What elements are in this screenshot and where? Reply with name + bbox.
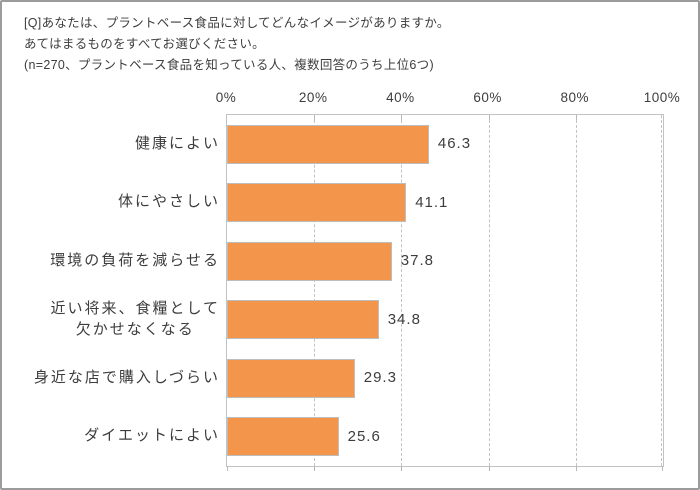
bar-row: 34.8 [227,291,663,350]
bar [227,124,429,164]
chart-title-line-3: (n=270、プラントベース食品を知っている人、複数回答のうち上位6つ) [24,58,434,72]
category-label: 近い将来、食糧として 欠かせなくなる [50,299,220,338]
bar [227,241,392,281]
category-label: 環境の負荷を減らせる [50,251,220,269]
axis-tick-mark [488,115,490,120]
axis-tick-mark [401,115,403,120]
bar-value-label: 37.8 [400,252,434,269]
bar-row: 46.3 [227,115,663,174]
x-axis-tick-label: 80% [560,90,590,105]
category-label: ダイエットによい [84,427,220,445]
plot-area: 46.3 41.1 37.8 34.8 29.3 25.6 [226,114,664,471]
bar [227,417,339,456]
gridline [575,115,577,466]
x-axis-tick-label: 100% [643,90,681,105]
bar-row: 25.6 [227,408,663,467]
chart-title: [Q]あなたは、プラントベース食品に対してどんなイメージがありますか。 あてはま… [24,13,450,76]
x-axis-tick-label: 20% [298,90,328,105]
bar-value-label: 34.8 [387,310,421,328]
axis-tick-mark [227,466,228,471]
x-axis-tick-label: 0% [215,90,237,105]
gridline [401,115,403,466]
chart-title-line-2: あてはまるものをすべてお選びください。 [24,37,265,51]
bar [227,183,407,222]
axis-tick-mark [314,466,316,471]
x-axis-tick-label: 40% [386,90,415,105]
category-axis: 健康によい体にやさしい環境の負荷を減らせる近い将来、食糧として 欠かせなくなる身… [16,114,220,465]
category-label: 健康によい [134,134,220,152]
axis-tick-mark [575,115,577,120]
axis-tick-mark [314,115,316,120]
bar-row: 37.8 [227,232,663,291]
bar-value-label: 41.1 [415,193,449,211]
chart-title-line-1: [Q]あなたは、プラントベース食品に対してどんなイメージがありますか。 [24,16,450,30]
category-label: 身近な店で購入しづらい [33,368,220,386]
axis-tick-mark [575,466,577,471]
x-axis: 0% 20% 40% 60% 80% 100% [216,90,680,106]
bar-rows: 46.3 41.1 37.8 34.8 29.3 25.6 [227,115,663,466]
x-axis-tick-label: 60% [473,90,502,105]
bar-value-label: 46.3 [437,135,472,152]
category-label: 体にやさしい [117,193,220,211]
axis-tick-mark [401,466,403,471]
axis-tick-mark [488,466,490,471]
bar-row: 41.1 [227,174,663,233]
gridline [661,115,662,466]
gridline [488,115,490,466]
bar-value-label: 25.6 [347,427,381,445]
bar [227,300,379,339]
bar-row: 29.3 [227,349,663,408]
gridline [314,115,316,466]
bar-value-label: 29.3 [363,369,397,386]
bar [227,358,355,398]
axis-tick-mark [662,466,663,471]
